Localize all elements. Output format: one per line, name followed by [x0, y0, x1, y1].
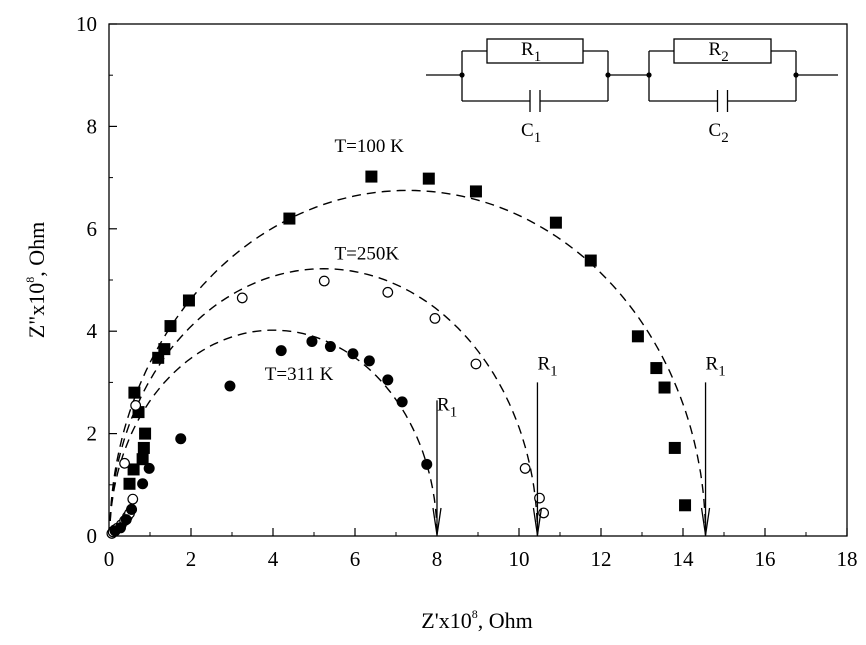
- filled-circle-marker: [347, 348, 359, 360]
- square-marker: [549, 216, 562, 229]
- square-marker: [128, 386, 141, 399]
- temperature-label: T=250K: [335, 244, 400, 265]
- x-tick-label: 10: [509, 547, 530, 571]
- open-circle-marker: [127, 493, 139, 505]
- x-tick-label: 12: [591, 547, 612, 571]
- square-marker: [584, 254, 597, 267]
- equivalent-circuit: R1 C1 R2 C2: [426, 38, 838, 146]
- square-marker: [365, 170, 378, 183]
- filled-circle-marker: [175, 433, 187, 445]
- x-tick-label: 18: [837, 547, 858, 571]
- square-marker: [158, 343, 171, 356]
- square-marker: [283, 212, 296, 225]
- r1-arrow-head: [432, 507, 442, 536]
- y-axis-title: Z"x108, Ohm: [23, 222, 49, 338]
- square-marker: [422, 172, 435, 185]
- filled-circle-marker: [363, 355, 375, 367]
- r1-label: R1: [706, 354, 726, 380]
- square-marker: [631, 330, 644, 343]
- capacitor-label: C1: [521, 120, 541, 146]
- filled-circle-marker: [275, 345, 287, 357]
- filled-circle-marker: [120, 514, 132, 526]
- filled-circle-marker: [396, 396, 408, 408]
- open-circle-marker: [534, 492, 545, 504]
- resistor: [673, 38, 772, 64]
- filled-circle-marker: [137, 478, 149, 490]
- square-marker: [650, 362, 663, 375]
- open-circle-marker: [429, 313, 441, 324]
- y-tick-label: 2: [87, 422, 98, 446]
- y-tick-label: 10: [76, 12, 97, 36]
- open-circle-marker: [236, 292, 248, 304]
- circuit-node: [459, 72, 465, 78]
- x-axis-title: Z'x108, Ohm: [421, 607, 532, 633]
- r1-label: R1: [437, 395, 457, 421]
- y-tick-label: 8: [87, 114, 98, 138]
- r1-label: R1: [537, 354, 557, 380]
- square-marker: [679, 499, 692, 512]
- x-tick-label: 6: [350, 547, 361, 571]
- filled-circle-marker: [382, 374, 394, 386]
- filled-circle-marker: [126, 503, 138, 515]
- y-tick-label: 0: [87, 524, 98, 548]
- filled-circle-marker: [143, 462, 155, 474]
- square-marker: [139, 427, 152, 440]
- circuit-node: [605, 72, 611, 78]
- fit-curve: [109, 189, 707, 537]
- filled-circle-marker: [114, 522, 126, 534]
- annotations: T=100 K T=250K T=311 K R1 R1 R1: [265, 136, 726, 536]
- square-marker: [127, 463, 140, 476]
- fit-curve: [109, 267, 539, 537]
- temperature-label: T=100 K: [335, 136, 405, 157]
- filled-circle-marker: [421, 458, 433, 470]
- square-marker: [469, 185, 482, 198]
- temperature-label: T=311 K: [265, 364, 334, 385]
- r1-arrow-head: [700, 507, 711, 536]
- open-circle-marker: [318, 275, 330, 287]
- r1-arrow-head: [532, 507, 543, 536]
- square-marker: [668, 441, 681, 454]
- x-tick-label: 0: [104, 547, 115, 571]
- x-tick-label: 8: [432, 547, 443, 571]
- square-marker: [658, 381, 671, 394]
- circuit-node: [793, 72, 799, 78]
- resistor-label: R2: [709, 39, 729, 65]
- square-marker: [123, 477, 136, 490]
- square-marker: [136, 453, 149, 466]
- open-circle-marker: [519, 463, 531, 474]
- capacitor-label: C2: [709, 120, 729, 146]
- square-marker: [182, 294, 195, 307]
- axes: 0 2 4 6 8 10 12 14 16 18 0 2 4 6 8 10 Z'x108, Ohm Z"x108,…: [23, 12, 858, 633]
- resistor: [486, 38, 584, 64]
- square-marker: [137, 441, 150, 454]
- x-tick-label: 16: [755, 547, 776, 571]
- y-tick-label: 6: [87, 217, 98, 241]
- fit-curves: [109, 189, 707, 537]
- open-circle-marker: [130, 400, 142, 411]
- open-circle-marker: [470, 358, 482, 370]
- y-tick-label: 4: [87, 319, 98, 343]
- filled-circle-marker: [306, 335, 318, 347]
- open-circle-marker: [382, 286, 394, 298]
- data-markers: [106, 170, 692, 539]
- x-tick-label: 2: [186, 547, 197, 571]
- open-circle-marker: [119, 457, 130, 469]
- circuit-node: [646, 72, 652, 78]
- resistor-label: R1: [521, 39, 541, 65]
- square-marker: [164, 320, 177, 333]
- x-tick-label: 4: [268, 547, 279, 571]
- filled-circle-marker: [224, 380, 236, 392]
- fit-curve: [109, 329, 438, 537]
- filled-circle-marker: [324, 341, 336, 353]
- x-tick-label: 14: [673, 547, 695, 571]
